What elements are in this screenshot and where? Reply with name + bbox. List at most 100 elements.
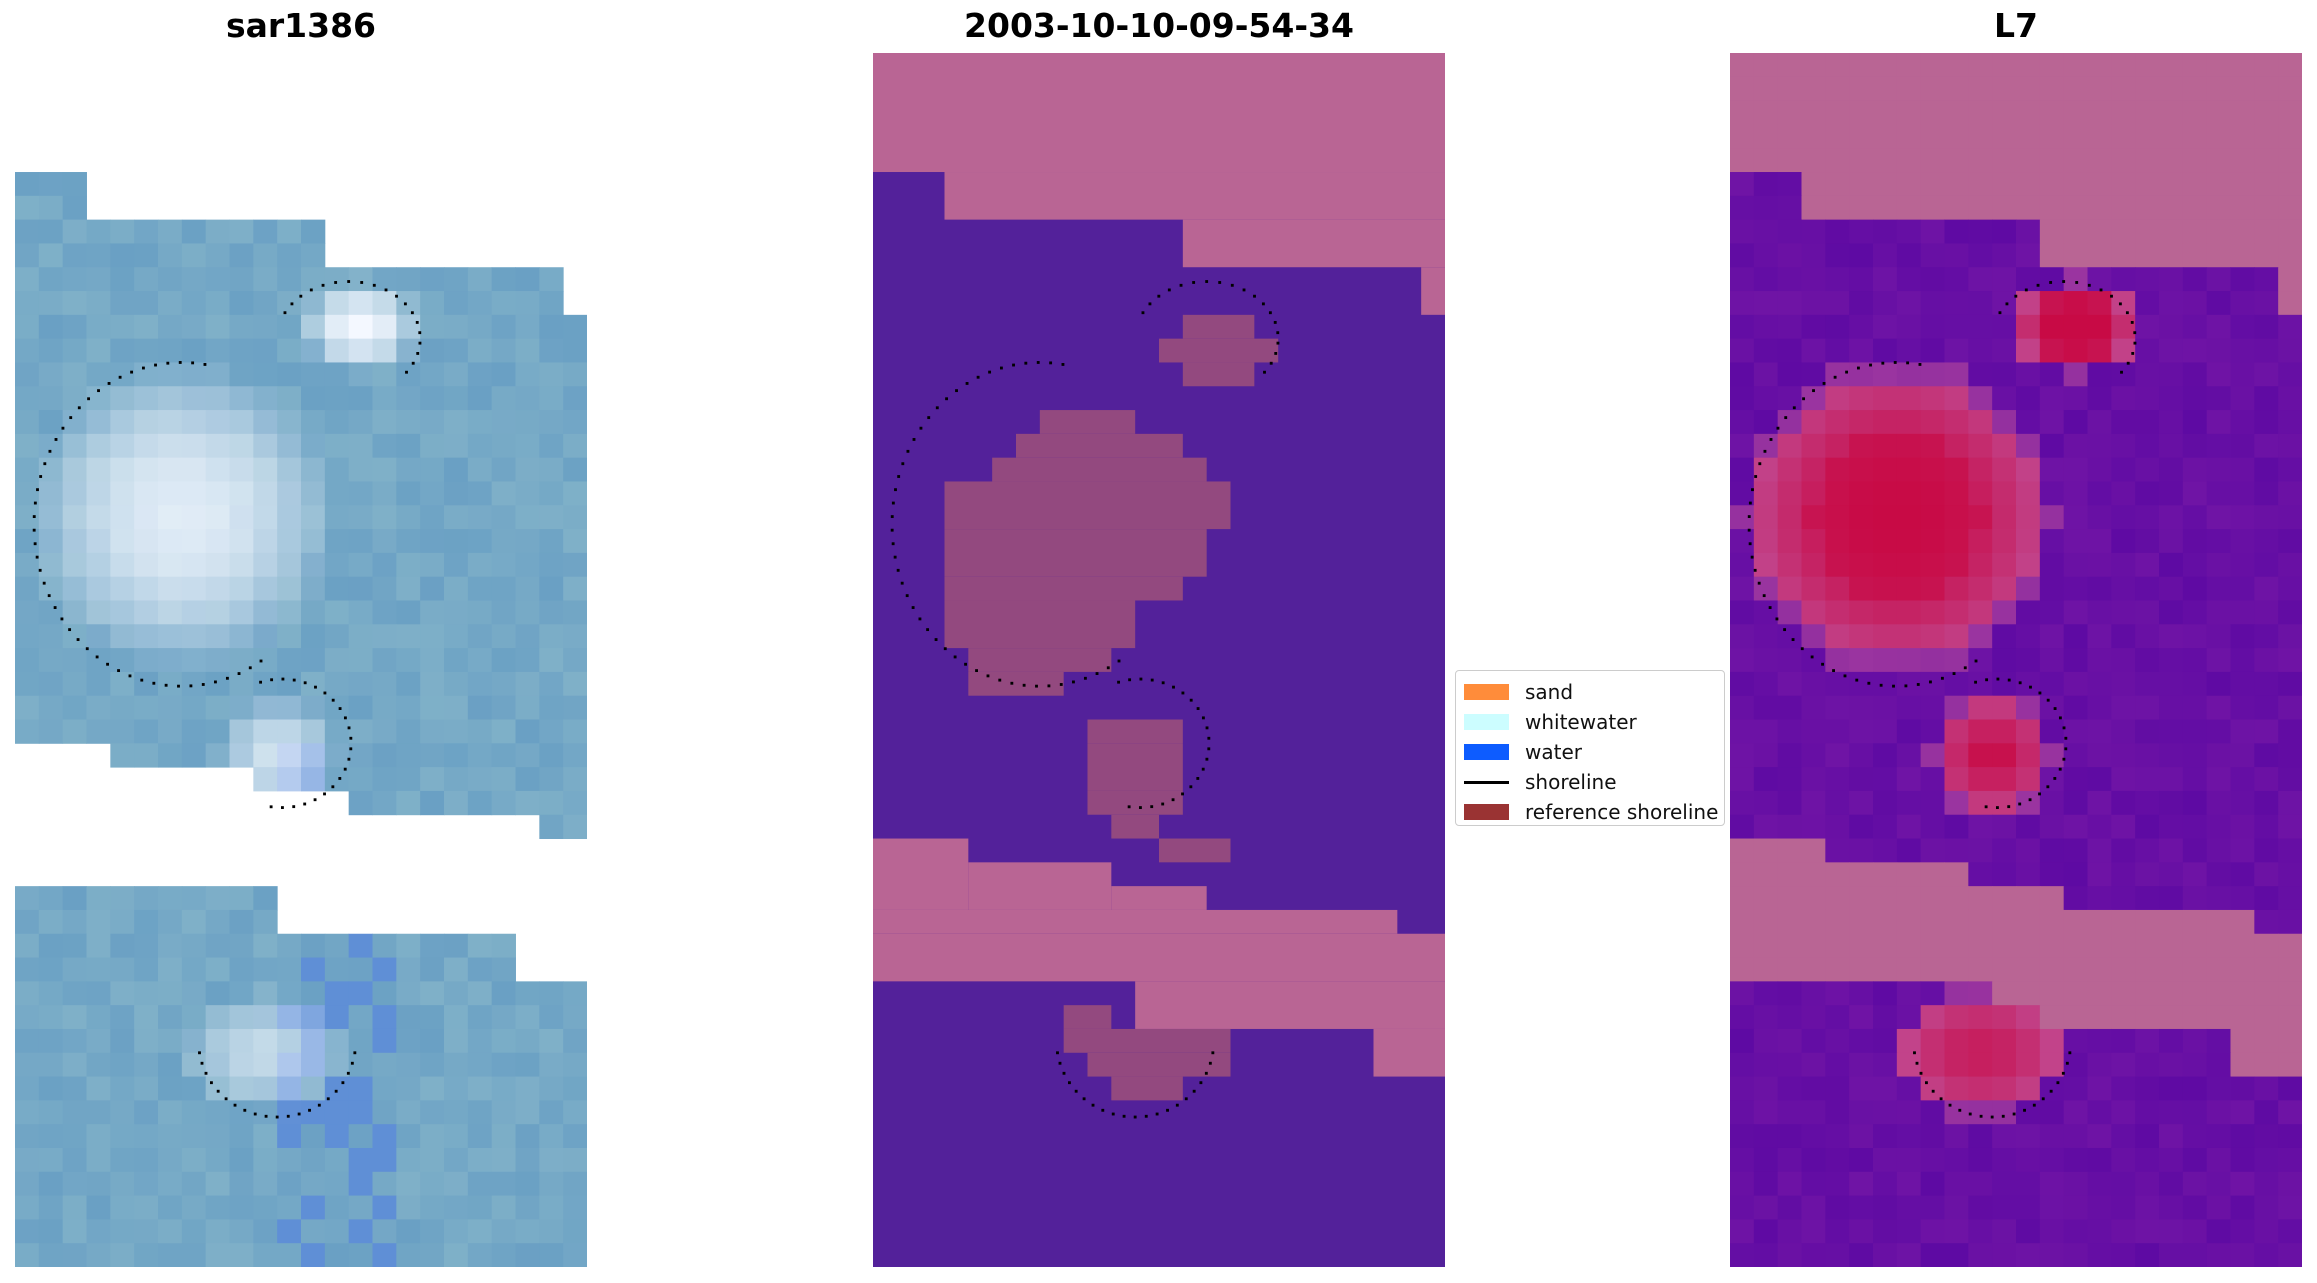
rgb-pixel — [62, 314, 87, 340]
index-land-pixel — [2159, 981, 2184, 1006]
rgb-pixel — [38, 695, 64, 720]
index-land-pixel — [2087, 195, 2112, 221]
shoreline-point — [1952, 672, 1956, 675]
index-land-pixel — [1920, 53, 1945, 78]
shoreline-point — [1148, 302, 1152, 306]
rgb-pixel — [467, 719, 493, 744]
shoreline-point — [2007, 678, 2011, 682]
rgb-pixel — [563, 1052, 587, 1078]
index-pixel — [1801, 1076, 1826, 1101]
rgb-pixel — [277, 386, 302, 411]
rgb-pixel — [38, 600, 64, 625]
rgb-pixel — [15, 457, 40, 482]
index-pixel — [2016, 267, 2041, 292]
index-pixel — [2039, 267, 2065, 292]
index-land-pixel — [2182, 957, 2208, 982]
index-pixel — [1944, 529, 1969, 554]
index-pixel — [1825, 529, 1850, 554]
rgb-pixel — [301, 1076, 326, 1101]
index-pixel — [1968, 243, 1993, 268]
rgb-pixel — [324, 933, 350, 959]
rgb-pixel — [15, 1005, 40, 1030]
shoreline-point — [1083, 676, 1087, 680]
shoreline-point — [416, 352, 420, 355]
rgb-pixel — [134, 386, 159, 411]
index-land-pixel — [1944, 148, 1969, 173]
rgb-pixel — [62, 1171, 87, 1197]
index-land-pixel — [1825, 148, 1850, 173]
index-pixel — [1944, 576, 1969, 601]
rgb-pixel — [491, 410, 516, 435]
index-pixel — [1896, 695, 1922, 720]
index-pixel — [2111, 410, 2136, 435]
shoreline-point — [214, 680, 217, 684]
shoreline-point — [2087, 283, 2091, 287]
shoreline-point — [1133, 1115, 1137, 1119]
rgb-pixel — [396, 362, 421, 387]
rgb-pixel — [301, 957, 326, 982]
shoreline-point — [2053, 707, 2057, 710]
index-pixel — [2278, 790, 2302, 816]
rgb-pixel — [38, 433, 64, 459]
rgb-pixel — [396, 1028, 421, 1054]
rgb-pixel — [158, 291, 183, 316]
rgb-pixel — [539, 814, 564, 840]
rgb-pixel — [420, 410, 445, 435]
shoreline-point — [349, 747, 353, 751]
index-pixel — [1920, 1219, 1945, 1244]
index-land-pixel — [1992, 53, 2017, 78]
legend-item-water: water — [1464, 737, 1716, 767]
shoreline-point — [286, 1114, 290, 1118]
index-land-pixel — [2278, 219, 2302, 244]
rgb-pixel — [372, 767, 397, 792]
index-land-pixel — [1801, 172, 1826, 197]
rgb-pixel — [467, 386, 493, 411]
index-pixel — [2182, 886, 2208, 911]
index-pixel — [2159, 624, 2184, 649]
rgb-pixel — [396, 338, 421, 363]
rgb-pixel — [372, 1124, 397, 1149]
index-land-pixel — [1992, 76, 2017, 102]
shoreline-point — [1995, 806, 1999, 810]
rgb-pixel — [38, 1052, 64, 1078]
shoreline-point — [1810, 655, 1814, 659]
index-pixel — [1944, 410, 1969, 435]
rgb-pixel — [158, 1195, 183, 1220]
shoreline-point — [1261, 302, 1265, 306]
index-pixel — [2278, 862, 2302, 887]
rgb-pixel — [277, 505, 302, 530]
shoreline-point — [2018, 802, 2022, 806]
index-pixel — [1944, 743, 1969, 768]
index-land-pixel — [1730, 862, 1755, 887]
rgb-pixel — [205, 743, 230, 768]
rgb-pixel — [277, 600, 302, 625]
shoreline-point — [53, 606, 57, 609]
shoreline-point — [896, 568, 900, 572]
rgb-pixel — [253, 243, 278, 268]
index-pixel — [2087, 481, 2112, 506]
index-pixel — [2111, 600, 2136, 625]
index-pixel — [1920, 648, 1945, 673]
index-pixel — [1849, 386, 1874, 411]
rgb-pixel — [38, 362, 64, 387]
index-pixel — [2135, 648, 2160, 673]
index-pixel — [2278, 529, 2302, 554]
index-land-pixel — [2016, 148, 2041, 173]
index-pixel — [2039, 1052, 2065, 1078]
index-pixel — [2063, 790, 2088, 816]
index-pixel — [2016, 838, 2041, 863]
index-pixel — [2039, 624, 2065, 649]
shoreline-point — [2064, 736, 2068, 740]
index-pixel — [2135, 481, 2160, 506]
index-land-pixel — [2230, 53, 2255, 78]
rgb-pixel — [396, 600, 421, 625]
index-pixel — [2206, 1028, 2231, 1054]
index-pixel — [1801, 314, 1826, 340]
index-land-pixel — [2063, 195, 2088, 221]
rgb-pixel — [491, 1147, 516, 1173]
index-pixel — [2016, 481, 2041, 506]
rgb-pixel — [301, 767, 326, 792]
shoreline-point — [927, 416, 931, 420]
shoreline-point — [341, 1081, 345, 1085]
index-pixel — [1825, 267, 1850, 292]
